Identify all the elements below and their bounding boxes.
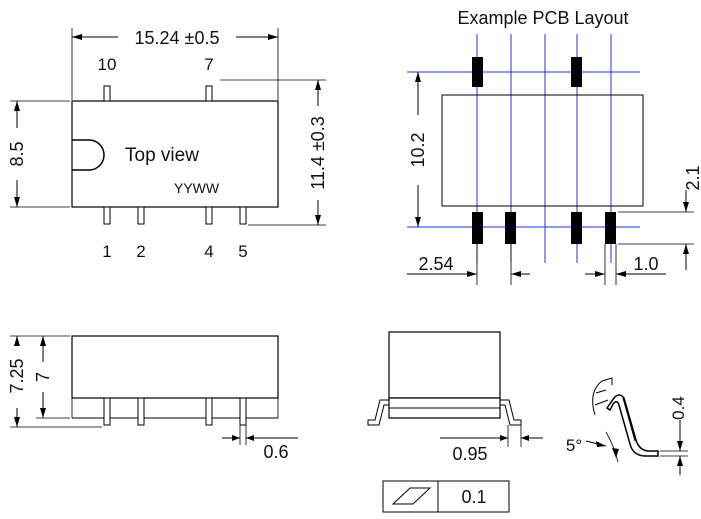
thickness-dim-text: 0.4 (669, 396, 688, 420)
side-view-body (71, 335, 279, 399)
pin-1-bottom (103, 206, 111, 225)
pad-length-dimension: 2.1 (618, 165, 701, 270)
end-lead-right (500, 399, 522, 426)
pad-7 (571, 57, 582, 87)
pitch-dimension: 2.54 (407, 244, 530, 285)
pcb-height-dimension: 10.2 (408, 72, 428, 227)
detail-lead (605, 394, 659, 457)
pin-label-5: 5 (238, 242, 247, 261)
lead-span-dimension: 11.4 ±0.3 (220, 79, 328, 226)
pcb-layout-title: Example PCB Layout (457, 8, 628, 28)
pcb-height-dim-text: 10.2 (408, 132, 428, 167)
lead-width-dim-text: 0.6 (263, 442, 288, 462)
pad-width-dim-text: 1.0 (633, 254, 658, 274)
height-dim-text: 8.5 (7, 141, 27, 166)
width-dim-text: 15.24 ±0.5 (135, 28, 220, 48)
lead-detail: 5° 0.4 (566, 377, 688, 475)
height-dimension: 8.5 (7, 100, 70, 208)
flatness-value: 0.1 (461, 487, 486, 507)
pad-5 (605, 212, 616, 244)
parallelogram-icon (391, 487, 432, 505)
width-dimension: 15.24 ±0.5 (71, 28, 279, 100)
end-view: 0.95 0.1 (367, 331, 543, 513)
lead-width-dimension: 0.6 (222, 425, 298, 462)
top-view-body (71, 100, 279, 208)
pin-4-bottom (205, 206, 213, 225)
thickness-dimension: 0.4 (660, 396, 688, 475)
pcb-body-outline (441, 94, 644, 207)
side-view: 7.25 7 0.6 (7, 335, 298, 462)
pin-label-4: 4 (204, 242, 213, 261)
pad-width-dimension: 1.0 (585, 244, 666, 285)
standoff-dimension: 0.95 (440, 425, 543, 464)
pin-7-top (205, 85, 213, 102)
total-height-dimension: 7.25 (7, 335, 102, 428)
top-view: Top view YYWW 10 7 1 2 4 5 15.24 ±0.5 8.… (7, 28, 328, 261)
top-view-label: Top view (125, 145, 199, 166)
pin-label-10: 10 (98, 55, 117, 74)
end-view-body (388, 331, 501, 399)
pin-5-bottom (239, 206, 247, 225)
side-pin-5 (239, 397, 247, 426)
side-pin-1 (103, 397, 111, 426)
angle-dim-text: 5° (566, 436, 582, 455)
pad-10 (472, 57, 483, 87)
lead-span-dim-text: 11.4 ±0.3 (308, 116, 328, 190)
flatness-frame: 0.1 (382, 480, 510, 513)
pin1-notch (72, 139, 105, 171)
side-pin-4 (205, 397, 213, 426)
pin-label-2: 2 (136, 242, 145, 261)
pad-length-dim-text: 2.1 (683, 165, 701, 190)
pin-label-7: 7 (204, 55, 213, 74)
pin-2-bottom (137, 206, 145, 225)
side-pin-2 (137, 397, 145, 426)
standoff-dim-text: 0.95 (452, 444, 487, 464)
total-height-dim-text: 7.25 (7, 358, 27, 393)
body-height-dimension: 7 (33, 336, 70, 419)
pin-label-1: 1 (102, 242, 111, 261)
date-code: YYWW (174, 180, 220, 196)
detail-body-corner (592, 377, 613, 416)
angle-dimension: 5° (566, 431, 619, 463)
pad-1 (472, 212, 483, 244)
body-height-dim-text: 7 (33, 372, 53, 382)
pad-2 (505, 212, 516, 244)
pitch-dim-text: 2.54 (418, 254, 453, 274)
pcb-layout: Example PCB Layout 10.2 (407, 8, 701, 285)
end-lead-left (367, 399, 389, 426)
pin-10-top (103, 85, 111, 102)
pad-4 (571, 212, 582, 244)
